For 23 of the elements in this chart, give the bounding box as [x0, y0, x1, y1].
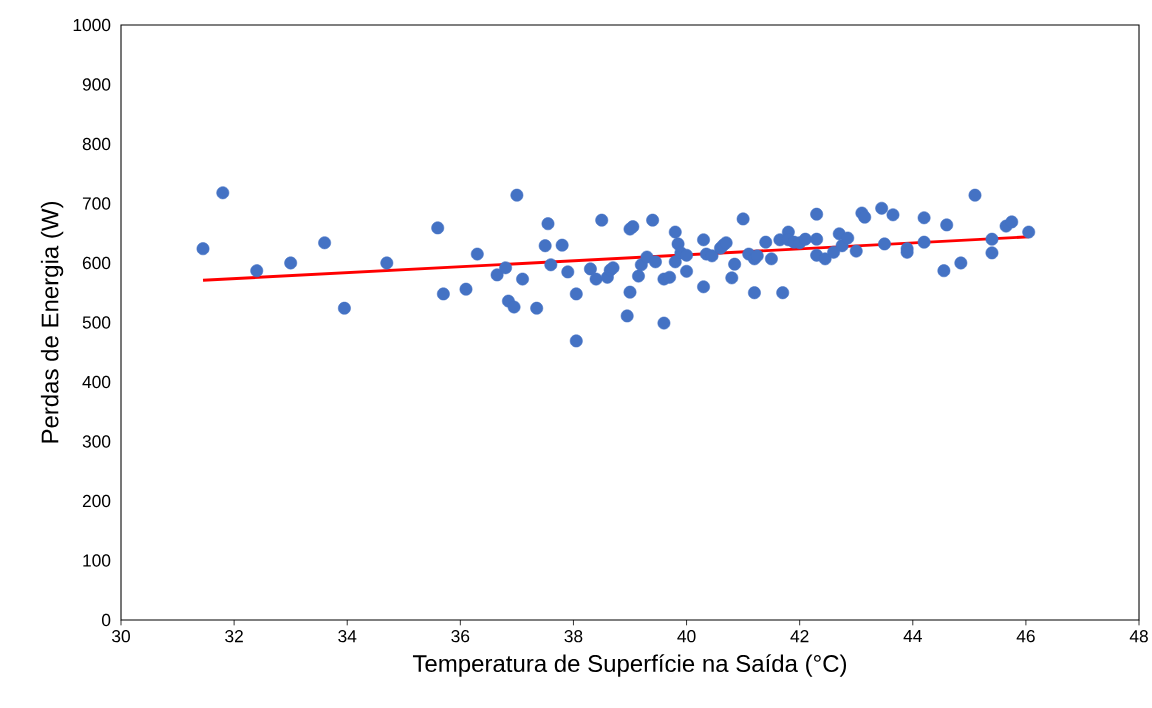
y-axis-title: Perdas de Energia (W) [40, 201, 64, 443]
x-tick-label: 30 [112, 630, 130, 643]
x-tick-label: 38 [564, 630, 583, 643]
y-tick-label: 300 [82, 435, 111, 448]
y-tick-label: 600 [82, 256, 111, 270]
x-tick-label: 40 [677, 630, 696, 643]
y-tick-label: 1000 [73, 18, 111, 32]
y-tick-label: 200 [82, 494, 111, 508]
x-tick-label: 32 [225, 630, 243, 643]
x-axis-title: Temperatura de Superfície na Saída (°C) [412, 654, 847, 677]
y-tick-label: 400 [82, 375, 111, 389]
x-tick-label: 36 [451, 630, 470, 643]
x-tick-label: 34 [338, 630, 357, 643]
y-tick-label: 0 [101, 613, 111, 627]
y-tick-label: 900 [82, 78, 111, 91]
y-tick-label: 100 [83, 554, 111, 567]
x-tick-label: 46 [1016, 630, 1035, 643]
x-tick-label: 44 [903, 630, 922, 642]
y-tick-label: 800 [82, 137, 111, 151]
x-tick-label: 42 [790, 630, 809, 643]
x-tick-label: 48 [1129, 630, 1148, 643]
y-tick-label: 500 [82, 316, 111, 329]
y-tick-label: 700 [82, 197, 111, 210]
